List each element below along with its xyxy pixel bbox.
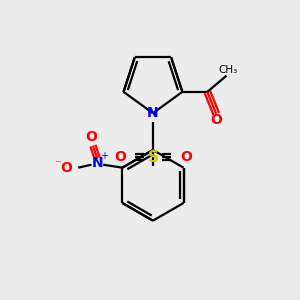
- Text: ⁻: ⁻: [54, 158, 60, 171]
- Text: CH₃: CH₃: [218, 65, 238, 75]
- Text: O: O: [114, 150, 126, 164]
- Text: O: O: [180, 150, 192, 164]
- Text: O: O: [210, 113, 222, 128]
- Text: O: O: [85, 130, 98, 144]
- Text: +: +: [100, 152, 108, 161]
- Text: N: N: [92, 156, 103, 170]
- Text: S: S: [147, 150, 158, 165]
- Text: N: N: [147, 106, 159, 120]
- Text: O: O: [60, 161, 72, 175]
